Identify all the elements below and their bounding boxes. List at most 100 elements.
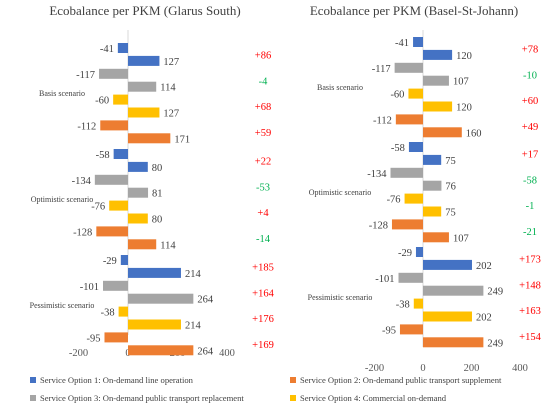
bar-opt3 (398, 272, 423, 283)
data-label: -58 (96, 150, 110, 161)
data-label: -60 (390, 90, 404, 101)
legend-swatch (30, 395, 36, 401)
scenario-label: Basis scenario (39, 89, 85, 98)
data-label: 214 (185, 321, 202, 332)
difference-label: +164 (252, 288, 274, 299)
scenario-group: -41 120 -117 107 -60 120 -112 160 Basis scenario… (317, 37, 538, 139)
bar-opt1 (128, 55, 160, 66)
scenario-group: -29 202 -101 249 -38 202 -95 249 Pessimistic sce… (308, 247, 542, 349)
scenario-group: -58 80 -134 81 -76 80 -128 114 Optimistic scenar… (31, 149, 271, 251)
data-label: 76 (445, 182, 456, 193)
data-label: 160 (466, 128, 482, 139)
difference-label: -58 (523, 175, 537, 186)
legend-item-opt1: Service Option 1: On-demand line operati… (30, 375, 194, 385)
difference-label: +169 (252, 340, 274, 351)
chart-title: Ecobalance per PKM (Glarus South) (49, 3, 240, 18)
difference-label: +4 (257, 208, 269, 219)
difference-label: -14 (256, 234, 271, 245)
scenario-label: Basis scenario (317, 83, 363, 92)
data-label: 107 (453, 233, 469, 244)
difference-label: +59 (255, 128, 271, 139)
data-label: 75 (445, 208, 456, 219)
bar-opt4 (113, 94, 128, 105)
scenario-group: -58 75 -134 76 -76 75 -128 107 Optimistic scenar… (309, 142, 538, 244)
bar-opt2 (104, 332, 128, 343)
difference-label: +78 (522, 44, 538, 55)
bar-opt3 (99, 68, 128, 79)
bar-opt1 (128, 161, 148, 172)
scenario-group: -29 214 -101 264 -38 214 -95 264 Pessimistic sce… (30, 255, 275, 357)
scenario-label: Optimistic scenario (31, 195, 93, 204)
x-tick-label: -200 (365, 363, 384, 374)
difference-label: +163 (519, 306, 541, 317)
difference-label: -1 (526, 201, 535, 212)
bar-opt1 (423, 154, 442, 165)
bar-opt4 (408, 88, 423, 99)
data-label: 214 (185, 269, 202, 280)
bar-opt4 (118, 306, 128, 317)
legend-swatch (30, 377, 36, 383)
bar-opt2 (96, 226, 128, 237)
bar-opt4 (404, 193, 423, 204)
data-label: -117 (372, 64, 391, 75)
data-label: -134 (367, 169, 387, 180)
bar-opt2 (128, 345, 194, 356)
bar-opt4 (423, 206, 442, 217)
difference-label: +60 (522, 96, 538, 107)
scenario-label: Optimistic scenario (309, 188, 371, 197)
data-label: -29 (103, 256, 117, 267)
data-label: -41 (100, 44, 114, 55)
bar-opt1 (423, 259, 472, 270)
bar-opt2 (395, 114, 423, 125)
legend-label: Service Option 4: Commercial on-demand (300, 393, 447, 403)
difference-label: +185 (252, 262, 274, 273)
bar-opt1 (413, 37, 423, 47)
legend-label: Service Option 3: On-demand public trans… (40, 393, 244, 403)
difference-label: +154 (519, 332, 541, 343)
bar-opt1 (117, 43, 128, 53)
data-label: -95 (382, 325, 396, 336)
data-label: 202 (476, 313, 492, 324)
data-label: -38 (396, 300, 410, 311)
difference-label: +17 (522, 149, 538, 160)
data-label: -76 (387, 195, 401, 206)
legend-item-opt2: Service Option 2: On-demand public trans… (290, 375, 502, 385)
data-label: -60 (95, 96, 109, 107)
bar-opt3 (423, 180, 442, 191)
bar-opt3 (390, 167, 423, 178)
legend-label: Service Option 2: On-demand public trans… (300, 375, 502, 385)
bar-opt4 (423, 311, 472, 322)
bar-opt1 (408, 142, 423, 152)
bar-opt1 (120, 255, 128, 265)
scenario-label: Pessimistic scenario (30, 301, 95, 310)
data-label: 75 (445, 156, 456, 167)
data-label: -41 (395, 38, 409, 49)
bar-opt3 (128, 293, 194, 304)
data-label: 127 (163, 57, 179, 68)
bar-opt2 (128, 239, 157, 250)
data-label: 171 (174, 134, 190, 145)
difference-label: -53 (256, 182, 270, 193)
bar-opt3 (94, 174, 128, 185)
data-label: -76 (91, 202, 105, 213)
data-label: 107 (453, 77, 469, 88)
legend-swatch (290, 395, 296, 401)
bar-opt2 (391, 219, 423, 230)
difference-label: +49 (522, 122, 538, 133)
scenario-label: Pessimistic scenario (308, 293, 373, 302)
difference-label: +148 (519, 280, 541, 291)
bar-opt4 (423, 101, 453, 112)
data-label: 120 (456, 103, 472, 114)
legend: Service Option 1: On-demand line operati… (30, 375, 502, 403)
legend-item-opt4: Service Option 4: Commercial on-demand (290, 393, 447, 403)
bar-opt3 (394, 62, 423, 73)
data-label: 114 (160, 240, 176, 251)
data-label: 202 (476, 261, 492, 272)
x-tick-label: 200 (464, 363, 480, 374)
data-label: 80 (152, 215, 163, 226)
difference-label: +22 (255, 156, 271, 167)
data-label: 114 (160, 83, 176, 94)
data-label: -128 (369, 220, 388, 231)
data-label: -58 (391, 143, 405, 154)
